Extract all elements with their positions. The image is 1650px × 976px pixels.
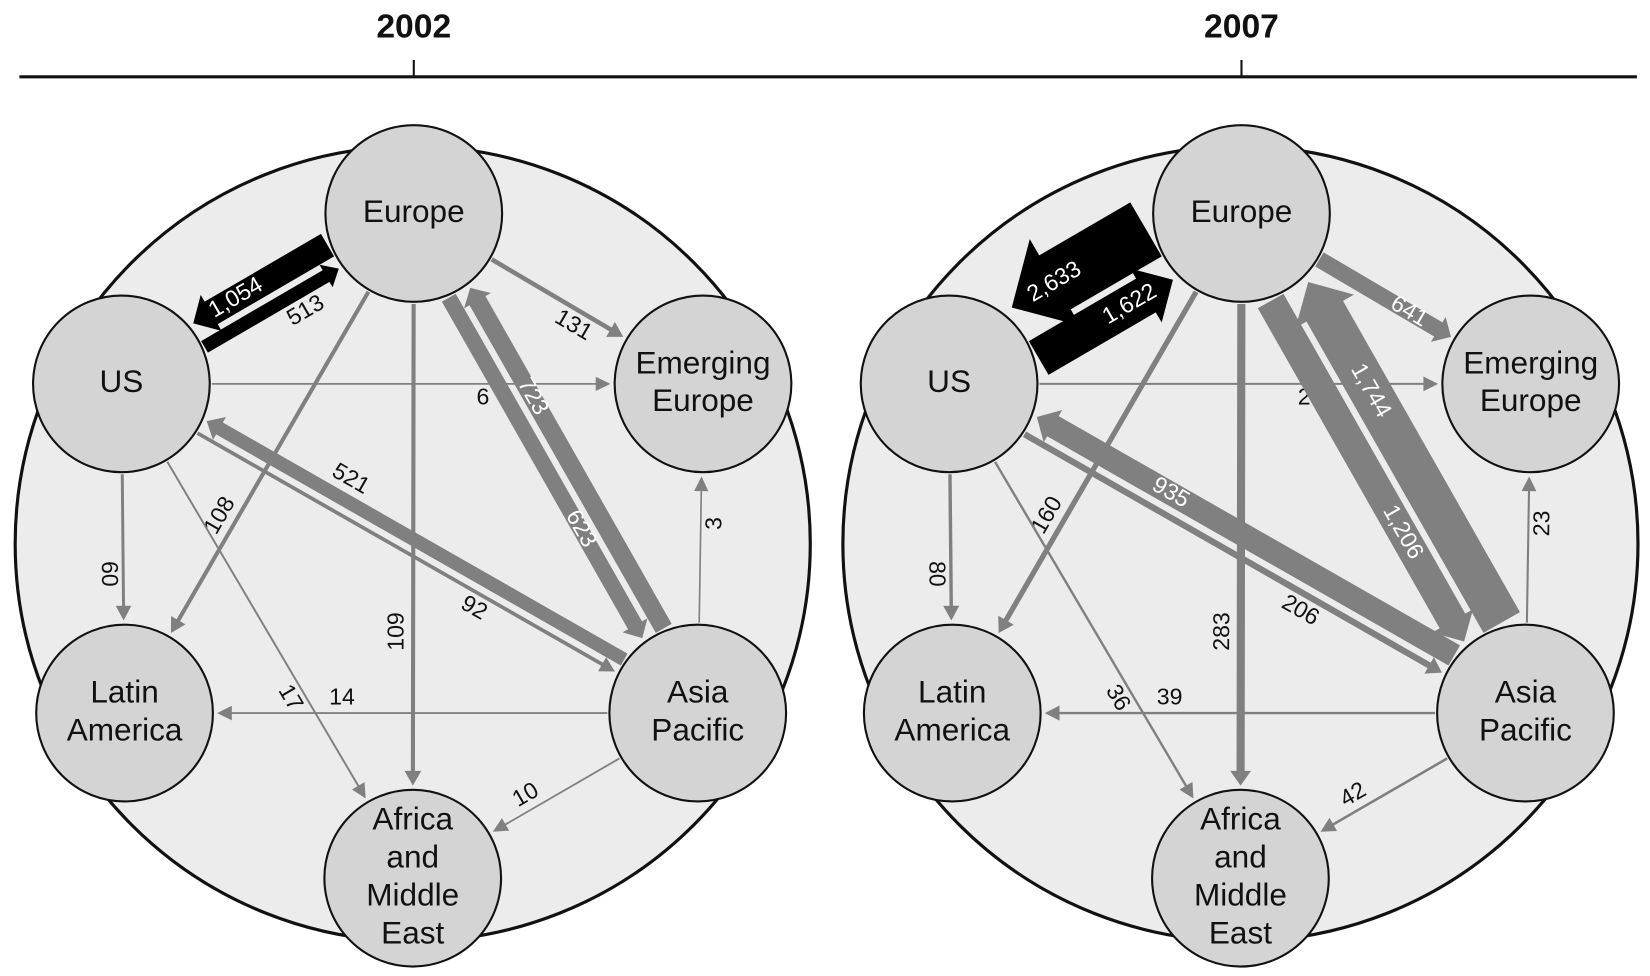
region-node — [31, 294, 211, 474]
flow-label: 39 — [1157, 683, 1183, 709]
flow-arrow — [404, 303, 422, 786]
region-node — [1436, 623, 1615, 803]
region-node — [613, 294, 793, 474]
region-label: Europe — [1480, 382, 1582, 418]
flow-arrow — [490, 257, 624, 337]
year-label: 2002 — [376, 8, 451, 45]
flow-arrow — [196, 431, 615, 672]
flow-arrow — [1230, 303, 1251, 786]
region-label: Europe — [652, 382, 754, 418]
region-label: Pacific — [651, 711, 744, 747]
region-label: Europe — [1191, 193, 1293, 229]
flow-label: 283 — [1208, 612, 1234, 651]
flow-label: 3 — [700, 517, 726, 530]
region-label: Asia — [1495, 673, 1557, 709]
region-label: Emerging — [635, 344, 770, 380]
flow-label: 14 — [329, 684, 355, 710]
flow-arrow — [998, 290, 1199, 633]
flow-arrow — [943, 474, 960, 621]
region-label: Middle — [366, 876, 459, 912]
region-label: America — [67, 711, 183, 747]
region-node — [1152, 124, 1331, 303]
region-label: Asia — [667, 673, 729, 709]
region-label: Pacific — [1479, 711, 1572, 747]
flow-arrow — [170, 290, 371, 633]
flow-arrow — [1011, 202, 1162, 326]
region-label: Latin — [918, 673, 986, 709]
flow-arrow — [464, 287, 672, 633]
flow-label: 109 — [382, 612, 408, 651]
flow-arrow — [206, 417, 628, 666]
region-node — [323, 788, 503, 968]
flow-arrow — [1257, 293, 1474, 642]
flow-arrow — [1028, 268, 1173, 375]
flow-arrow — [694, 476, 709, 623]
flow-arrow — [993, 461, 1194, 799]
region-label: and — [386, 839, 439, 875]
flow-arrow — [492, 757, 620, 832]
year-label: 2007 — [1204, 8, 1279, 45]
flow-arrow — [201, 264, 339, 353]
region-node — [324, 124, 504, 303]
flow-label: 23 — [1528, 510, 1554, 536]
flow-label: 60 — [97, 561, 123, 587]
flow-arrow — [1521, 476, 1537, 623]
region-label: Europe — [363, 193, 465, 229]
flow-arrow — [1022, 431, 1442, 674]
region-label: Middle — [1194, 876, 1287, 912]
region-label: US — [927, 363, 971, 399]
region-label: Latin — [90, 673, 158, 709]
flow-arrow — [441, 293, 648, 639]
flow-arrow — [115, 474, 132, 621]
region-label: and — [1214, 839, 1267, 875]
region-label: Africa — [372, 801, 453, 837]
flow-label: 80 — [924, 561, 950, 587]
flow-arrow — [1320, 757, 1448, 832]
flow-arrow — [1036, 410, 1460, 666]
region-label: Africa — [1200, 801, 1281, 837]
region-node — [35, 623, 214, 803]
flow-arrow — [211, 376, 611, 392]
flow-arrow — [193, 233, 335, 331]
flow-label: 6 — [476, 384, 489, 410]
flow-arrow — [1315, 252, 1451, 342]
region-node — [1151, 788, 1330, 968]
region-label: America — [894, 711, 1010, 747]
region-node — [1441, 294, 1621, 474]
region-node — [859, 294, 1039, 474]
region-node — [608, 623, 788, 803]
region-label: Emerging — [1463, 344, 1598, 380]
flow-arrow — [1295, 282, 1520, 633]
region-node — [862, 623, 1042, 803]
region-label: East — [381, 914, 444, 950]
region-label: East — [1209, 914, 1272, 950]
flow-arrow — [166, 461, 366, 799]
region-label: US — [99, 363, 143, 399]
